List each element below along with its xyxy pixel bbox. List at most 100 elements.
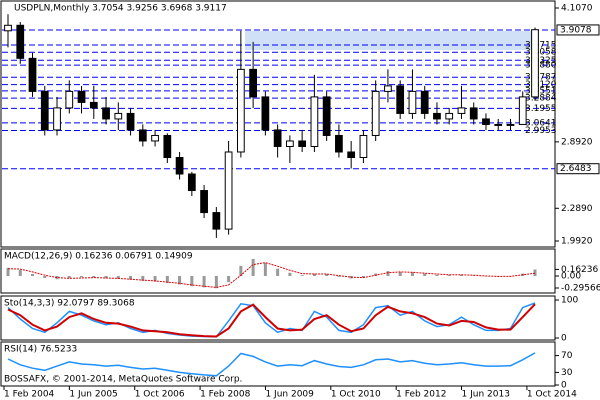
macd-bar [116,275,120,279]
macd-bar [214,275,218,289]
macd-bar [165,275,169,283]
macd-bar [80,275,84,278]
y-tick-label: 2.2890 [561,204,593,214]
candle-body [335,134,343,153]
macd-bar [398,271,402,276]
macd-bar [6,267,10,276]
candle-body [518,96,527,125]
macd-bar [435,274,439,276]
level-label: 2.9953 [525,126,557,136]
x-tick-label: 1 Feb 2004 [4,390,55,400]
macd-signal-line [7,262,536,288]
level-label-box [556,24,600,36]
y-tick-label: 0 [561,381,567,391]
macd-bar [104,275,108,279]
level-label: 3.5880 [525,61,557,71]
y-tick-label: 30 [561,368,573,378]
macd-bar [190,275,194,287]
macd-bar [386,271,390,276]
y-tick-label: 2.8920 [561,137,593,147]
x-tick-label: 1 Jun 2013 [462,390,510,400]
level-label: 3.4120 [525,80,557,90]
candle-body [65,90,74,109]
macd-bar [410,272,414,276]
macd-bar [129,275,133,280]
macd-bar [31,273,35,276]
level-label: 3.3551 [525,86,557,96]
candle-body [200,190,208,214]
candle-body [482,118,490,125]
candle-body [224,151,233,230]
x-tick-label: 1 Oct 2014 [527,390,577,400]
candle-body [4,24,12,32]
macd-bar [288,272,292,276]
candle-body [249,68,257,98]
candle-body [77,90,86,103]
macd-bar [251,258,255,276]
candle-body [236,68,245,153]
macd-bar [18,269,22,276]
candle-body [469,107,478,120]
candle-body [28,57,37,92]
macd-bar [202,275,206,288]
macd-bar [312,273,316,276]
candle-body [163,134,172,158]
macd-bar [67,275,71,279]
candle-body [445,112,454,120]
sto-title: Sto(14,3,3) 92.0797 89.3068 [4,299,135,309]
macd-bar [141,275,145,281]
macd-bar [227,275,231,283]
level-label: 3.4787 [525,73,557,83]
macd-bar [423,273,427,276]
macd-bar [300,275,304,276]
candle-body [347,151,356,158]
candle-body [433,112,441,120]
y-tick-label: -0.29566 [561,284,600,294]
candle-body [187,173,196,192]
candle-body [384,85,392,92]
level-label: 3.0641 [525,118,557,128]
y-tick-label: 0.16236 [561,265,598,275]
candle-body [506,123,515,126]
x-tick-label: 1 Jun 2009 [265,390,314,400]
level-label: 3.2884 [525,94,557,104]
macd-bar [447,275,451,276]
chart-title: USDPLN,Monthly 3.7054 3.9256 3.6968 3.91… [14,4,227,14]
macd-panel [0,248,556,294]
candle-body [53,107,61,131]
macd-bar [239,265,243,276]
macd-title: MACD(12,26,9) 0.16236 0.06791 0.14909 [4,252,193,262]
candle-body [494,123,503,126]
candle-body [408,90,417,114]
rsi-panel [0,341,556,387]
macd-bar [337,275,341,277]
candle-body [89,101,98,109]
macd-bar [325,273,329,276]
footer: BOSSAFX, © 2001-2014, MetaQuotes Softwar… [4,375,242,385]
candle-body [273,129,282,147]
level-label: 3.6325 [525,56,557,66]
candle-body [359,134,368,158]
y-tick-label: 100 [561,296,578,306]
y-tick-label: 4.1070 [561,4,593,14]
level-label: 2.6483 [560,164,592,174]
sto-panel [0,295,556,341]
candle-body [310,96,319,147]
candle-body [151,134,159,142]
macd-bar [459,274,463,276]
y-tick-label: 70 [561,351,573,361]
macd-bar [533,269,537,276]
macd-bar [178,275,182,285]
x-tick-label: 1 Jun 2005 [69,390,117,400]
candle-body [138,129,147,142]
candle-body [531,29,539,98]
candle-body [16,24,25,59]
rsi-values-line [7,352,536,377]
macd-bar [276,268,280,276]
macd-bar [153,275,157,282]
x-tick-label: 1 Feb 2008 [200,390,251,400]
macd-bar [361,275,365,278]
macd-bar [263,262,267,276]
candle-body [396,85,405,114]
